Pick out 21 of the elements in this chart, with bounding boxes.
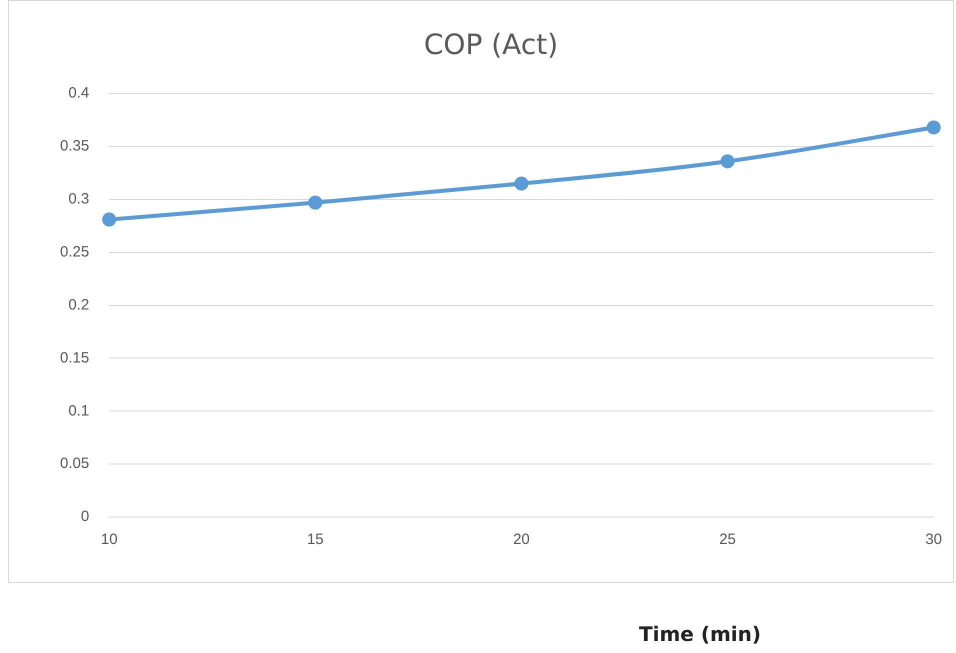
point [926,120,941,134]
y-tick-label: 0.3 [68,190,90,208]
y-tick-label: 0 [80,508,90,526]
point [720,154,735,168]
y-tick-label: 0.05 [60,455,90,472]
y-tick-label: 0.15 [60,349,90,366]
point [102,212,116,227]
point [308,196,322,210]
chart-title: COP (Act) [424,28,558,62]
x-tick-label: 15 [306,531,324,548]
y-tick-label: 0.1 [68,402,90,420]
y-tick-label: 0.4 [68,84,90,102]
x-tick-label: 10 [100,531,118,548]
y-tick-label: 0.35 [60,138,90,155]
y-tick-label: 0.25 [60,244,90,261]
x-tick-label: 20 [513,531,530,548]
y-tick-label: 0.2 [68,296,90,314]
x-axis-title: Time (min) [638,622,762,646]
x-tick-label: 30 [925,531,942,548]
point [514,176,528,191]
x-tick-label: 25 [719,531,736,548]
